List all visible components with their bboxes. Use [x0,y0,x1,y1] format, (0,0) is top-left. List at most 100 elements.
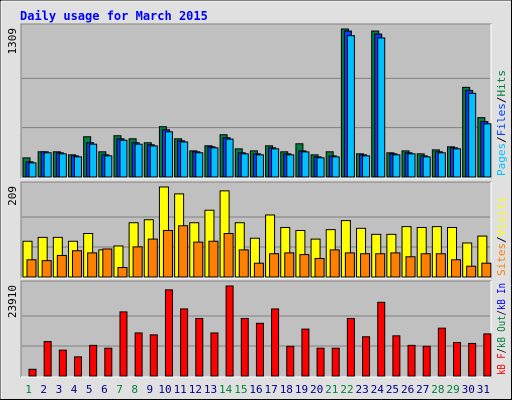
bar [223,233,234,278]
bar [180,308,189,377]
bar [468,92,477,178]
x-tick-label: 2 [40,383,47,396]
x-tick-label: 9 [147,383,154,396]
bar [195,152,204,178]
x-tick-label: 7 [116,383,123,396]
legend-separator: / [495,236,508,243]
bar [134,332,143,377]
bar [316,157,325,178]
bar [119,139,128,178]
bar [225,138,234,178]
x-tick-label: 15 [234,383,247,396]
bar [329,249,340,278]
bar [375,253,386,278]
legend-entry: Pages [495,143,508,176]
bar [56,254,67,278]
bar [331,156,340,178]
bar [316,347,325,377]
legend-entry: kB Out [495,315,508,347]
bar [104,347,113,377]
x-tick-label: 10 [158,383,171,396]
bar [284,252,295,278]
y-tick-label: 209 [6,186,19,206]
bar [71,250,82,278]
bar [392,154,401,178]
x-tick-label: 14 [219,383,233,396]
bar [390,252,401,278]
bar [180,141,189,178]
y-tick-label: 1309 [6,28,19,55]
legend-entry: Sites [495,243,508,276]
bar [407,153,416,178]
bar [87,252,98,278]
bar [271,148,280,178]
bar [435,253,446,278]
legend: kB F/kB Out/kB In [495,283,508,375]
bar [73,356,82,377]
bar [331,347,340,377]
bar [102,248,113,278]
bar [362,336,371,377]
x-tick-label: 12 [189,383,202,396]
bar [58,153,67,178]
x-tick-label: 31 [477,383,490,396]
bar [286,154,295,178]
bar [301,151,310,178]
bar [225,285,234,377]
bar [360,253,371,278]
bar [362,155,371,178]
bar [483,123,492,178]
legend-separator: / [495,97,508,104]
x-tick-label: 29 [446,383,459,396]
x-tick-label: 6 [101,383,108,396]
bar [193,241,204,278]
y-tick-label: 23910 [6,285,19,318]
x-tick-label: 20 [310,383,323,396]
bar [208,240,219,278]
x-tick-label: 22 [340,383,353,396]
bar [43,152,52,178]
legend-entry: kB F [495,353,508,375]
bar [104,155,113,178]
bar [344,252,355,278]
x-tick-label: 28 [431,383,444,396]
bar [269,253,280,278]
bar [468,342,477,377]
bar [255,322,264,377]
bar [437,327,446,377]
bar [422,345,431,377]
x-tick-label: 24 [371,383,385,396]
bar [43,341,52,377]
bar [162,229,173,278]
bar [346,35,355,178]
x-tick-label: 30 [462,383,475,396]
bar [481,262,492,278]
x-tick-label: 3 [56,383,63,396]
x-tick-label: 13 [204,383,217,396]
bar [346,318,355,377]
bar [117,267,128,278]
x-tick-label: 16 [249,383,262,396]
bar [28,368,37,377]
bar [255,154,264,178]
bar [299,254,310,278]
bar [195,318,204,377]
bar [149,145,158,178]
x-tick-label: 21 [325,383,338,396]
bar [164,131,173,178]
bar [407,344,416,377]
x-tick-label: 8 [131,383,138,396]
bar [437,152,446,178]
bar [132,246,143,278]
bar [253,262,264,278]
bar [453,148,462,178]
bar [178,225,189,278]
x-tick-label: 1 [25,383,32,396]
x-tick-label: 27 [416,383,429,396]
legend-separator: / [495,136,508,143]
bar [28,162,37,178]
bar [164,289,173,377]
legend: Pages/Files/Hits [495,70,508,176]
bar [420,253,431,278]
